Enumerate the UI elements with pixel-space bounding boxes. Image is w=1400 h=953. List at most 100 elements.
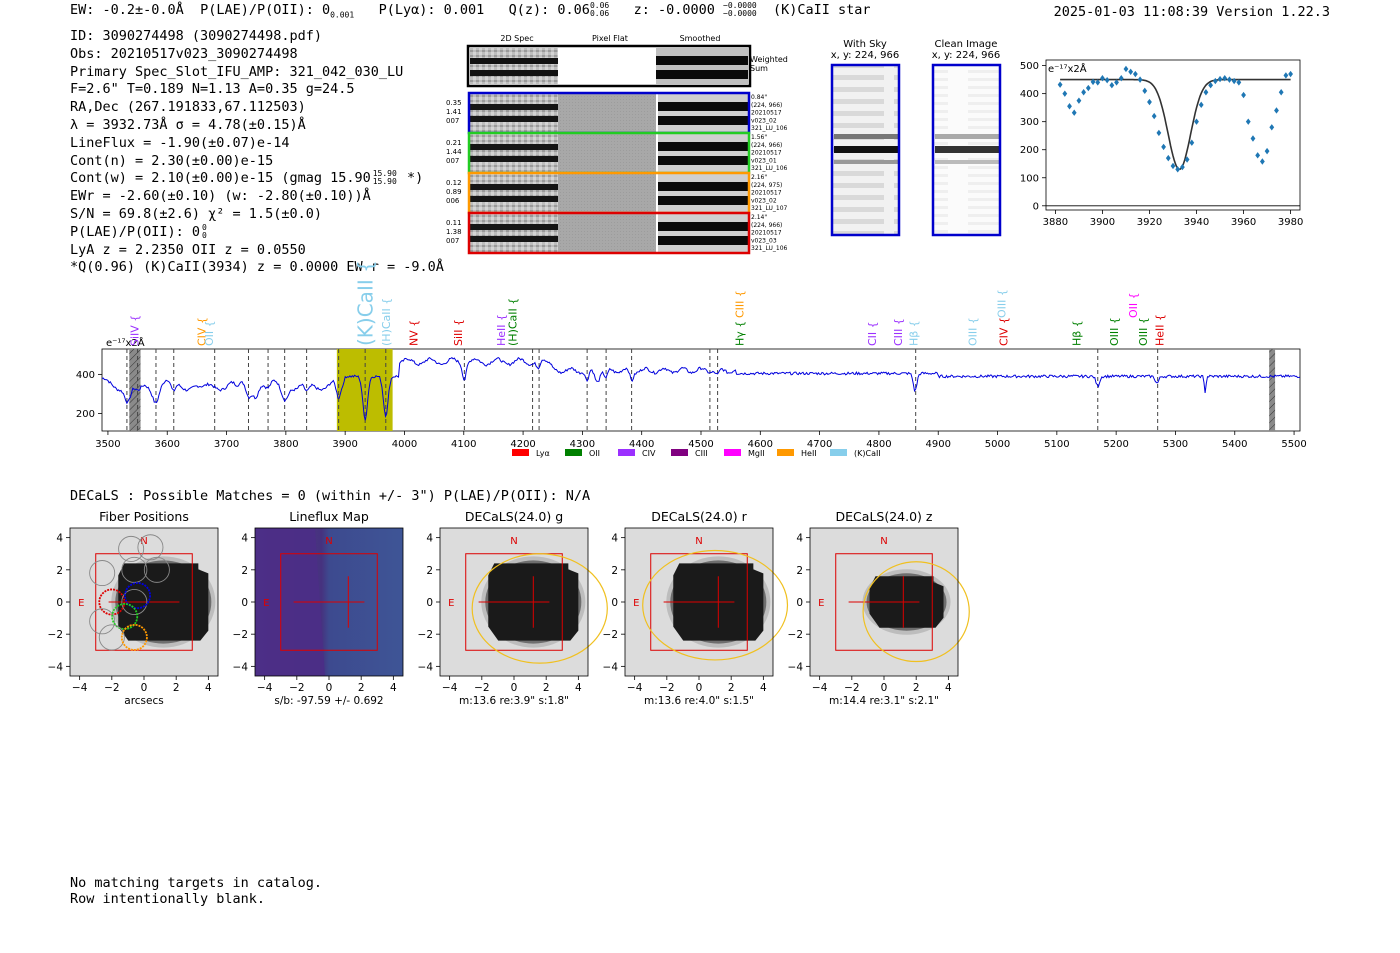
panel-ytick-label: 2: [56, 565, 63, 577]
footer-line-2: Row intentionally blank.: [70, 890, 266, 907]
plae-sub2: 0: [202, 230, 207, 240]
fiber-circle: [120, 623, 148, 651]
zoom-ytick-label: 300: [1020, 117, 1039, 128]
east-label: E: [448, 598, 454, 609]
panel-ytick-label: 0: [241, 597, 248, 609]
north-label: N: [510, 536, 517, 547]
cutout-right-label: 0.84": [751, 94, 767, 101]
zoom-data-point: [1085, 84, 1091, 92]
zoom-ytick-label: 200: [1020, 145, 1039, 156]
info-cont-w: Cont(w) = 2.10(±0.00)e-15 (gmag 15.90 15.…: [70, 170, 444, 188]
legend-swatch: [512, 449, 529, 456]
info-best-line: *Q(0.96) (K)CaII(3934) z = 0.0000 EW r =…: [70, 259, 444, 276]
line-label: OIII {: [1137, 317, 1150, 346]
zoom-data-point: [1278, 89, 1284, 96]
spectrum-xtick-label: 4800: [866, 439, 891, 450]
line-label: SiIV {: [129, 315, 142, 346]
cutout-right-label: 2.14": [751, 214, 767, 221]
cutout-left-label: 0.89: [446, 188, 462, 196]
panel-ytick-label: 0: [796, 597, 803, 609]
panel-ytick-label: −4: [788, 661, 804, 673]
panel-xtick-label: 4: [390, 682, 397, 694]
fiber-circle: [143, 556, 170, 583]
north-label: N: [140, 536, 147, 547]
qz-value: Q(z): 0.06: [508, 2, 590, 18]
line-label: OII {: [203, 320, 216, 346]
cutout-right-label: (224, 966): [751, 222, 782, 229]
line-label: (H)CaII {: [380, 298, 393, 346]
fiber-circle: [121, 556, 148, 583]
plya-value: P(Lyα): 0.001: [378, 2, 485, 18]
decals-panel: DECaLS(24.0) z N E −4 −4 −2 −2 0 0 2 2 4 4 m:14.4 re:…: [788, 509, 970, 707]
panel-ytick-label: −2: [788, 629, 803, 641]
zoom-data-point: [1208, 82, 1214, 89]
footer-line-1: No matching targets in catalog.: [70, 875, 322, 891]
panel-ytick-label: 0: [56, 597, 63, 609]
panel-ytick-label: 4: [56, 533, 63, 545]
panel-ytick-label: 4: [426, 533, 433, 545]
weighted-label-2: Sum: [750, 64, 768, 73]
panel-ytick-label: −2: [418, 629, 433, 641]
panel-xtick-label: 2: [543, 682, 550, 694]
panel-xtick-label: 4: [205, 682, 212, 694]
east-label: E: [78, 598, 84, 609]
north-label: N: [880, 536, 887, 547]
panel-title: DECaLS(24.0) g: [465, 509, 563, 524]
line-label: NV {: [407, 320, 420, 346]
panel-ytick-label: 4: [796, 533, 803, 545]
spectrum-xtick-label: 5100: [1044, 439, 1069, 450]
panel-xlabel: s/b: -97.59 +/- 0.692: [274, 695, 383, 707]
cutout-right-label: 1.56": [751, 134, 767, 141]
zoom-data-point: [1184, 156, 1190, 163]
cutout-left-label: 0.35: [446, 99, 462, 107]
cutout-left-label: 1.44: [446, 148, 462, 156]
spectrum-ytick-label: 200: [76, 409, 95, 420]
cutout-right-label: 321_LU_106: [751, 165, 788, 172]
spectrum-xtick-label: 4600: [748, 439, 773, 450]
fiber-circle: [121, 589, 148, 615]
galaxy-ellipse: [862, 561, 970, 663]
panel-xtick-label: −2: [844, 682, 859, 694]
panel-ytick-label: 2: [611, 565, 618, 577]
with-sky-coords: x, y: 224, 966: [831, 50, 900, 61]
cutout-right-label: 321_LU_107: [751, 205, 788, 212]
info-cont-n: Cont(n) = 2.30(±0.00)e-15: [70, 152, 274, 169]
line-label: OIII {: [996, 289, 1009, 318]
panel-title: DECaLS(24.0) z: [836, 509, 933, 524]
zoom-data-point: [1231, 77, 1237, 85]
panel-xtick-label: −4: [72, 682, 88, 694]
panel-xlabel: arcsecs: [124, 695, 163, 707]
cutout-left-label: 0.11: [446, 219, 462, 227]
info-radec: RA,Dec (267.191833,67.112503): [70, 99, 306, 116]
panel-title: DECaLS(24.0) r: [651, 509, 747, 524]
clean-image-title: Clean Image: [935, 39, 998, 50]
line-label: (H)CaII {: [506, 298, 519, 346]
line-label: (K)CaII {: [353, 260, 377, 346]
cutout-left-label: 1.38: [446, 228, 462, 236]
masked-region: [1269, 349, 1276, 431]
panel-ytick-label: −4: [418, 661, 434, 673]
fiber-circle: [137, 534, 164, 561]
fiber-circle: [98, 624, 125, 651]
cutout-right-label: 2.16": [751, 174, 767, 181]
col-title-2d-spec: 2D Spec: [500, 34, 533, 43]
info-obs: Obs: 20210517v023_3090274498: [70, 45, 298, 62]
cutout-left-label: 0.12: [446, 179, 462, 187]
col-title-pixel-flat: Pixel Flat: [592, 34, 628, 43]
panel-title: Fiber Positions: [99, 509, 189, 524]
zoom-ytick-label: 100: [1020, 173, 1039, 184]
z-value: z: -0.0000: [633, 2, 715, 18]
cutout-row-frame: [467, 211, 751, 255]
zoom-data-point: [1170, 162, 1176, 170]
plae-value: P(LAE)/P(OII): 0: [200, 2, 331, 18]
masked-region: [129, 349, 141, 431]
spectrum-xtick-label: 3900: [332, 439, 357, 450]
zoom-data-point: [1147, 98, 1152, 106]
line-label: CIII {: [734, 290, 747, 318]
cutout-left-label: 007: [446, 157, 459, 165]
legend-swatch: [830, 449, 847, 456]
galaxy-ellipse: [642, 549, 789, 661]
info-cont-w-text: Cont(w) = 2.10(±0.00)e-15 (gmag 15.90: [70, 170, 371, 187]
